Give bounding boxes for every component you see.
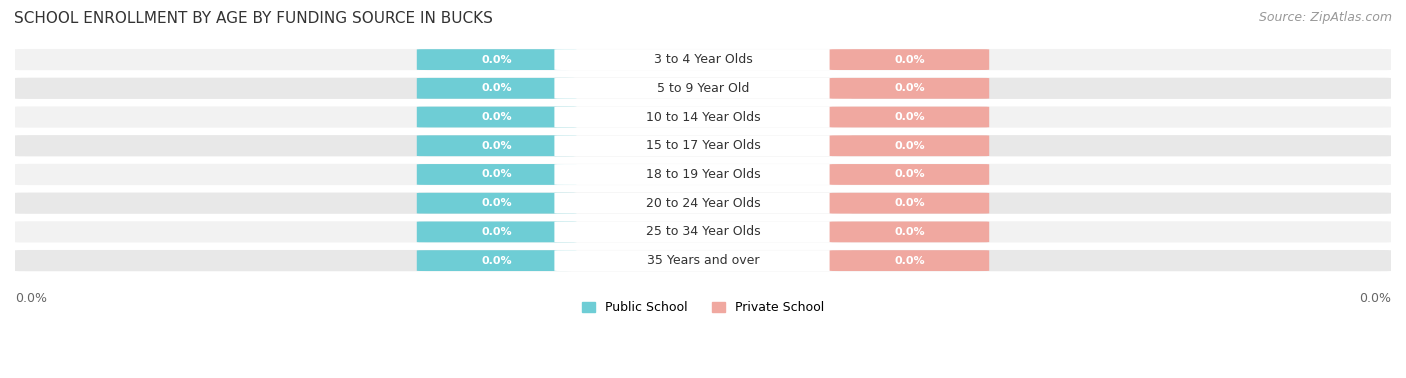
- Text: 0.0%: 0.0%: [894, 198, 925, 208]
- Text: 0.0%: 0.0%: [894, 112, 925, 122]
- Text: 0.0%: 0.0%: [894, 256, 925, 266]
- FancyBboxPatch shape: [15, 221, 1391, 243]
- Text: 0.0%: 0.0%: [481, 83, 512, 93]
- FancyBboxPatch shape: [554, 164, 852, 185]
- Text: 0.0%: 0.0%: [894, 54, 925, 65]
- Text: Source: ZipAtlas.com: Source: ZipAtlas.com: [1258, 11, 1392, 24]
- FancyBboxPatch shape: [830, 135, 990, 156]
- Legend: Public School, Private School: Public School, Private School: [576, 296, 830, 319]
- Text: 0.0%: 0.0%: [15, 292, 46, 305]
- Text: 0.0%: 0.0%: [1360, 292, 1391, 305]
- Text: 0.0%: 0.0%: [481, 54, 512, 65]
- FancyBboxPatch shape: [554, 135, 852, 156]
- FancyBboxPatch shape: [15, 192, 1391, 214]
- FancyBboxPatch shape: [416, 193, 576, 214]
- FancyBboxPatch shape: [416, 135, 576, 156]
- FancyBboxPatch shape: [15, 250, 1391, 271]
- Text: 0.0%: 0.0%: [894, 227, 925, 237]
- FancyBboxPatch shape: [15, 78, 1391, 99]
- FancyBboxPatch shape: [830, 250, 990, 271]
- FancyBboxPatch shape: [416, 107, 576, 127]
- FancyBboxPatch shape: [416, 49, 576, 70]
- Text: 0.0%: 0.0%: [894, 169, 925, 180]
- FancyBboxPatch shape: [15, 107, 1391, 128]
- Text: 0.0%: 0.0%: [481, 169, 512, 180]
- FancyBboxPatch shape: [554, 49, 852, 70]
- FancyBboxPatch shape: [830, 107, 990, 127]
- Text: 35 Years and over: 35 Years and over: [647, 254, 759, 267]
- FancyBboxPatch shape: [554, 107, 852, 127]
- FancyBboxPatch shape: [830, 164, 990, 185]
- Text: 0.0%: 0.0%: [894, 141, 925, 151]
- Text: 10 to 14 Year Olds: 10 to 14 Year Olds: [645, 110, 761, 124]
- FancyBboxPatch shape: [416, 250, 576, 271]
- Text: 0.0%: 0.0%: [481, 256, 512, 266]
- Text: 25 to 34 Year Olds: 25 to 34 Year Olds: [645, 225, 761, 239]
- Text: 0.0%: 0.0%: [481, 141, 512, 151]
- FancyBboxPatch shape: [416, 222, 576, 242]
- Text: 18 to 19 Year Olds: 18 to 19 Year Olds: [645, 168, 761, 181]
- FancyBboxPatch shape: [15, 49, 1391, 70]
- FancyBboxPatch shape: [554, 193, 852, 214]
- FancyBboxPatch shape: [830, 193, 990, 214]
- Text: 5 to 9 Year Old: 5 to 9 Year Old: [657, 82, 749, 95]
- FancyBboxPatch shape: [554, 250, 852, 271]
- Text: 15 to 17 Year Olds: 15 to 17 Year Olds: [645, 139, 761, 152]
- FancyBboxPatch shape: [830, 49, 990, 70]
- FancyBboxPatch shape: [554, 222, 852, 242]
- Text: 0.0%: 0.0%: [894, 83, 925, 93]
- FancyBboxPatch shape: [830, 78, 990, 99]
- Text: 0.0%: 0.0%: [481, 112, 512, 122]
- FancyBboxPatch shape: [554, 78, 852, 99]
- FancyBboxPatch shape: [416, 78, 576, 99]
- Text: 0.0%: 0.0%: [481, 198, 512, 208]
- FancyBboxPatch shape: [830, 222, 990, 242]
- FancyBboxPatch shape: [15, 135, 1391, 156]
- Text: 0.0%: 0.0%: [481, 227, 512, 237]
- Text: SCHOOL ENROLLMENT BY AGE BY FUNDING SOURCE IN BUCKS: SCHOOL ENROLLMENT BY AGE BY FUNDING SOUR…: [14, 11, 494, 26]
- FancyBboxPatch shape: [15, 164, 1391, 185]
- Text: 20 to 24 Year Olds: 20 to 24 Year Olds: [645, 197, 761, 210]
- Text: 3 to 4 Year Olds: 3 to 4 Year Olds: [654, 53, 752, 66]
- FancyBboxPatch shape: [416, 164, 576, 185]
